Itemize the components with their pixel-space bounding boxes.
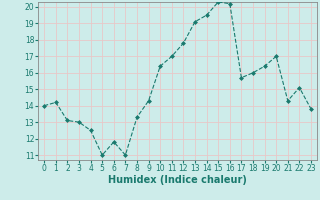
X-axis label: Humidex (Indice chaleur): Humidex (Indice chaleur) xyxy=(108,175,247,185)
